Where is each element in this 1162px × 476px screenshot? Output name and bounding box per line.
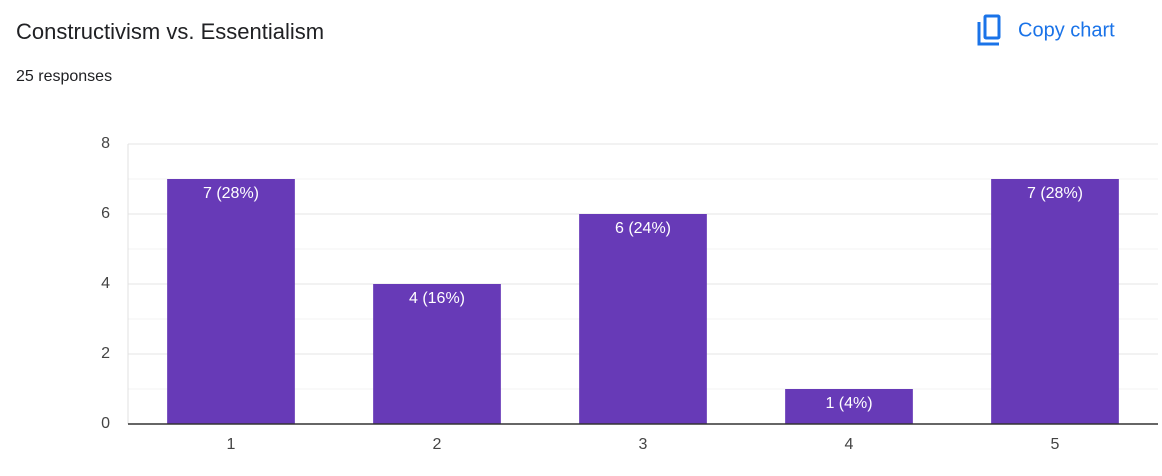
data-label: 6 (24%) [615, 220, 671, 237]
x-tick-label: 2 [433, 436, 442, 453]
y-tick-label: 4 [101, 275, 110, 292]
chart-title: Constructivism vs. Essentialism [16, 19, 324, 44]
bar [579, 214, 707, 424]
bar [991, 179, 1119, 424]
x-tick-label: 5 [1051, 436, 1060, 453]
data-label: 7 (28%) [1027, 185, 1083, 202]
y-tick-label: 0 [101, 415, 110, 432]
y-tick-label: 2 [101, 345, 110, 362]
copy-chart-button[interactable]: Copy chart [960, 10, 1150, 54]
y-tick-label: 8 [101, 135, 110, 152]
bar [167, 179, 295, 424]
x-tick-label: 1 [227, 436, 236, 453]
data-label: 4 (16%) [409, 290, 465, 307]
copy-button-label[interactable]: Copy chart [1018, 19, 1115, 41]
bar [373, 284, 501, 424]
x-tick-label: 4 [845, 436, 854, 453]
copy-icon [983, 14, 1001, 40]
chart-subtitle: 25 responses [16, 68, 112, 85]
bar [785, 389, 913, 424]
data-label: 1 (4%) [825, 395, 872, 412]
data-label: 7 (28%) [203, 185, 259, 202]
y-tick-label: 6 [101, 205, 110, 222]
copy-icon [977, 22, 999, 46]
x-tick-label: 3 [639, 436, 648, 453]
